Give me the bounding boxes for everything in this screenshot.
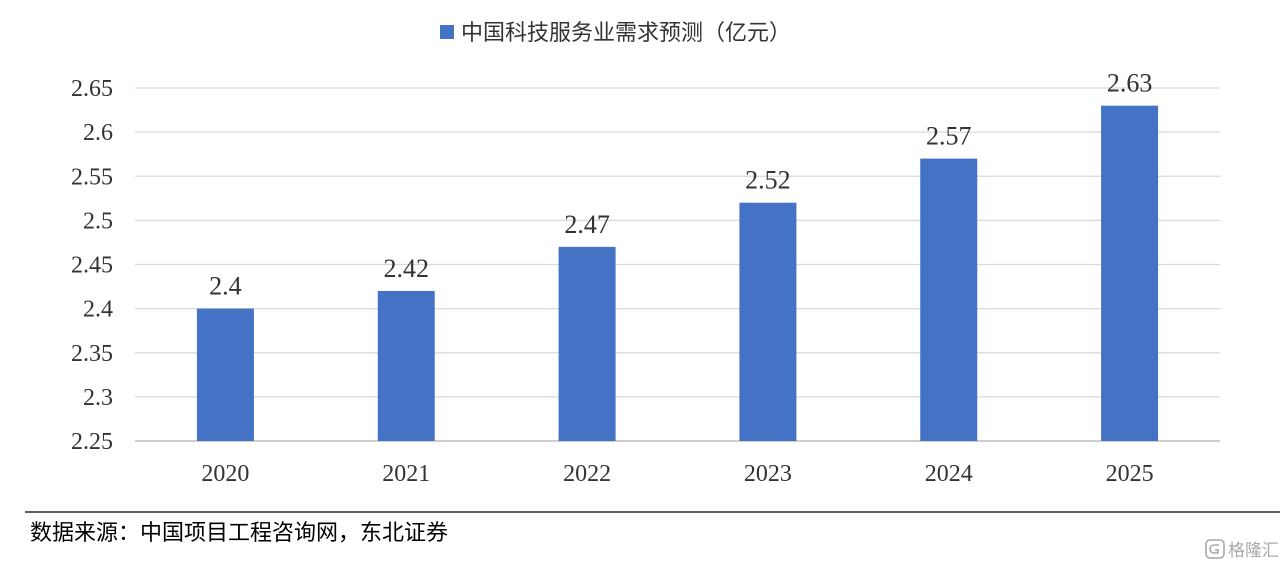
gridlines	[135, 87, 1220, 442]
x-tick-label-2021: 2021	[382, 461, 430, 487]
bar-2024	[920, 158, 978, 441]
y-axis-ticks: 2.25 2.3 2.35 2.4 2.45 2.5 2.55 2.6 2.65	[71, 76, 113, 455]
source-note: 数据来源：中国项目工程咨询网，东北证券	[30, 521, 448, 546]
legend: 中国科技服务业需求预测（亿元）	[440, 21, 791, 46]
y-tick-label: 2.4	[83, 297, 113, 323]
y-tick-label: 2.5	[83, 208, 113, 234]
y-tick-label: 2.35	[71, 341, 113, 367]
data-label-2024: 2.57	[926, 122, 972, 151]
watermark: 格隆汇	[1205, 539, 1279, 561]
x-tick-label-2025: 2025	[1106, 461, 1154, 487]
watermark-text: 格隆汇	[1228, 541, 1279, 561]
legend-label: 中国科技服务业需求预测（亿元）	[461, 21, 791, 46]
data-label-2020: 2.4	[209, 272, 242, 301]
bar-2022	[558, 246, 616, 441]
bar-2021	[377, 290, 435, 441]
x-axis-categories: 2020 2021 2022 2023 2024 2025	[201, 461, 1153, 487]
g-logo-icon	[1205, 539, 1225, 559]
data-label-2021: 2.42	[384, 254, 430, 283]
data-label-2025: 2.63	[1107, 69, 1153, 98]
y-tick-label: 2.3	[83, 385, 113, 411]
bar-2025	[1101, 105, 1159, 442]
legend-swatch	[440, 25, 454, 39]
bars	[196, 105, 1159, 442]
y-tick-label: 2.25	[71, 429, 113, 455]
bar-2020	[196, 308, 254, 441]
y-tick-label: 2.45	[71, 253, 113, 279]
x-tick-label-2023: 2023	[744, 461, 792, 487]
x-tick-label-2022: 2022	[563, 461, 611, 487]
data-labels: 2.4 2.42 2.47 2.52 2.57 2.63	[209, 69, 1152, 301]
y-tick-label: 2.55	[71, 164, 113, 190]
x-tick-label-2020: 2020	[201, 461, 249, 487]
data-label-2022: 2.47	[564, 210, 610, 239]
bar-2023	[739, 202, 797, 441]
x-tick-label-2024: 2024	[925, 461, 973, 487]
data-label-2023: 2.52	[745, 166, 791, 195]
y-tick-label: 2.65	[71, 76, 113, 102]
y-tick-label: 2.6	[83, 120, 113, 146]
